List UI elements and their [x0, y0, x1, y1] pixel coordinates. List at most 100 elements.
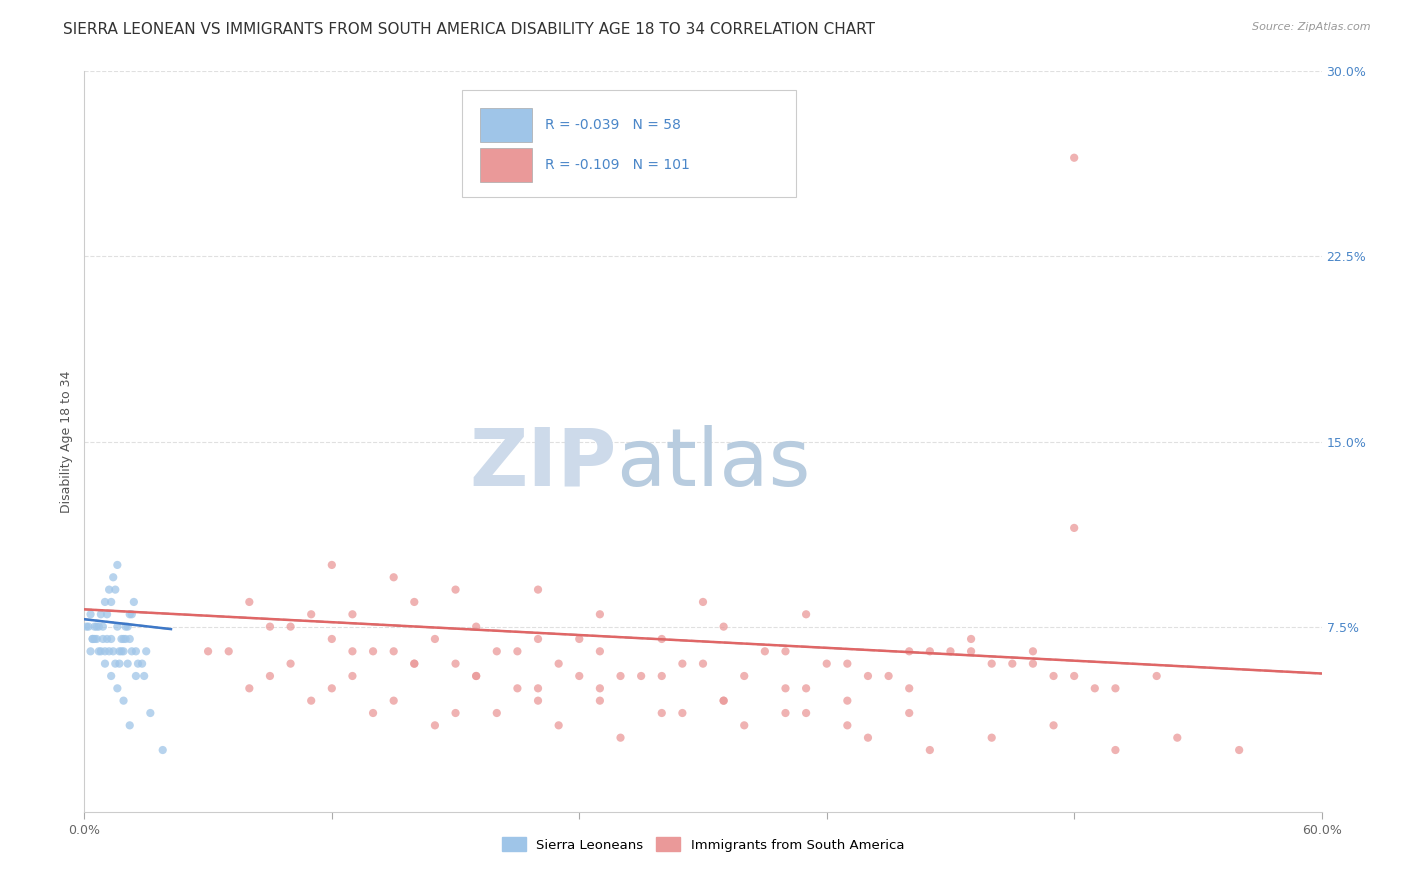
Point: [775, 706, 797, 720]
Point: [444, 657, 467, 671]
Point: [238, 681, 260, 696]
Point: [423, 718, 446, 732]
Point: [898, 706, 921, 720]
Point: [918, 743, 941, 757]
Point: [86, 619, 108, 633]
Point: [527, 632, 550, 646]
Point: [299, 694, 322, 708]
Point: [692, 657, 714, 671]
Point: [733, 669, 755, 683]
Point: [361, 644, 384, 658]
Point: [630, 669, 652, 683]
Point: [118, 718, 141, 732]
Point: [83, 632, 105, 646]
Point: [794, 681, 817, 696]
Text: atlas: atlas: [616, 425, 811, 503]
Point: [127, 657, 149, 671]
Point: [1166, 731, 1188, 745]
Point: [108, 644, 131, 658]
FancyBboxPatch shape: [481, 108, 533, 142]
Point: [1063, 669, 1085, 683]
Point: [1104, 743, 1126, 757]
Point: [100, 632, 122, 646]
Point: [939, 644, 962, 658]
Point: [96, 632, 118, 646]
Point: [118, 607, 141, 622]
Point: [856, 731, 879, 745]
Point: [1022, 644, 1045, 658]
Point: [775, 644, 797, 658]
Point: [547, 718, 569, 732]
Point: [794, 706, 817, 720]
Point: [444, 582, 467, 597]
Point: [1001, 657, 1024, 671]
Point: [104, 657, 127, 671]
Point: [527, 694, 550, 708]
Point: [485, 706, 508, 720]
Point: [79, 644, 101, 658]
Point: [589, 694, 612, 708]
Point: [125, 644, 148, 658]
Text: ZIP: ZIP: [470, 425, 616, 503]
Point: [877, 669, 900, 683]
FancyBboxPatch shape: [461, 90, 796, 197]
Point: [1146, 669, 1168, 683]
Point: [589, 644, 612, 658]
Point: [980, 657, 1002, 671]
Point: [568, 632, 591, 646]
Point: [118, 632, 141, 646]
Point: [671, 657, 693, 671]
Point: [837, 657, 859, 671]
Point: [94, 657, 117, 671]
Point: [125, 669, 148, 683]
Point: [104, 582, 127, 597]
Point: [960, 632, 983, 646]
Point: [465, 669, 488, 683]
Point: [98, 582, 121, 597]
Point: [299, 607, 322, 622]
Point: [86, 632, 108, 646]
Point: [103, 644, 125, 658]
Point: [110, 632, 132, 646]
Point: [108, 657, 131, 671]
Point: [100, 669, 122, 683]
Text: R = -0.109   N = 101: R = -0.109 N = 101: [544, 158, 689, 171]
Point: [96, 607, 118, 622]
Point: [152, 743, 174, 757]
Point: [121, 644, 143, 658]
Y-axis label: Disability Age 18 to 34: Disability Age 18 to 34: [60, 370, 73, 513]
Point: [91, 632, 114, 646]
Point: [713, 619, 735, 633]
Point: [609, 731, 631, 745]
Point: [218, 644, 240, 658]
Point: [589, 607, 612, 622]
Point: [1084, 681, 1107, 696]
FancyBboxPatch shape: [481, 147, 533, 182]
Point: [671, 706, 693, 720]
Point: [898, 681, 921, 696]
Point: [117, 657, 139, 671]
Point: [775, 681, 797, 696]
Point: [131, 657, 153, 671]
Text: R = -0.039   N = 58: R = -0.039 N = 58: [544, 118, 681, 132]
Point: [83, 619, 105, 633]
Point: [134, 669, 156, 683]
Point: [91, 619, 114, 633]
Point: [465, 619, 488, 633]
Point: [103, 570, 125, 584]
Point: [1104, 681, 1126, 696]
Point: [122, 595, 145, 609]
Point: [135, 644, 157, 658]
Point: [423, 632, 446, 646]
Point: [90, 607, 112, 622]
Point: [837, 718, 859, 732]
Point: [651, 706, 673, 720]
Point: [651, 632, 673, 646]
Point: [1042, 718, 1064, 732]
Point: [754, 644, 776, 658]
Point: [114, 632, 136, 646]
Point: [94, 595, 117, 609]
Point: [112, 694, 135, 708]
Text: SIERRA LEONEAN VS IMMIGRANTS FROM SOUTH AMERICA DISABILITY AGE 18 TO 34 CORRELAT: SIERRA LEONEAN VS IMMIGRANTS FROM SOUTH …: [63, 22, 876, 37]
Point: [960, 644, 983, 658]
